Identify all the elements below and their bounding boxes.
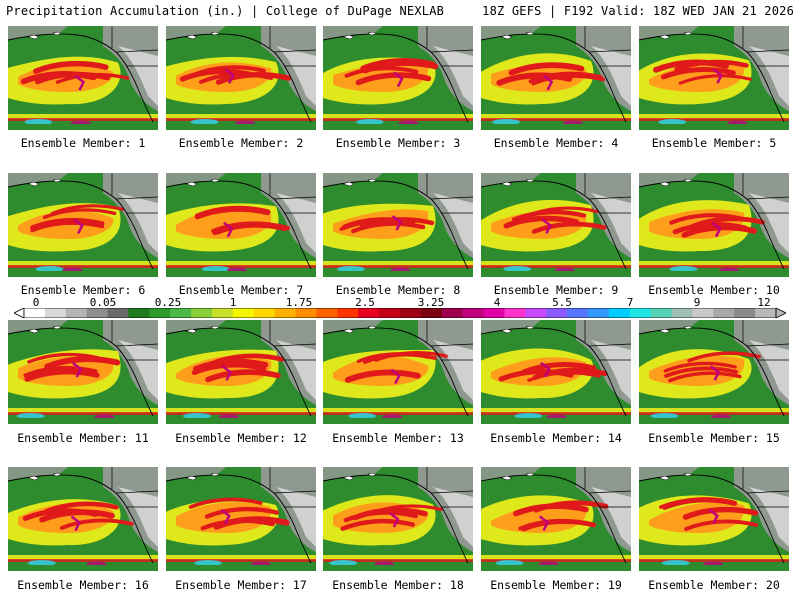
colorbar-swatch [671, 308, 693, 318]
ensemble-member-map [166, 26, 316, 130]
ensemble-member-label: Ensemble Member: 15 [648, 431, 780, 445]
ensemble-member-map [639, 173, 789, 277]
ensemble-member-label: Ensemble Member: 8 [335, 283, 461, 297]
colorbar-tick: 3.25 [417, 296, 445, 309]
colorbar-tick: 9 [693, 296, 701, 309]
ensemble-member-map [639, 26, 789, 130]
ensemble-member-map [481, 467, 631, 571]
ensemble-member-label: Ensemble Member: 6 [20, 283, 146, 297]
colorbar-swatch [149, 308, 171, 318]
colorbar-swatch [420, 308, 443, 318]
colorbar-swatch [170, 308, 192, 318]
ensemble-member-map [323, 173, 473, 277]
colorbar-tick: 7 [626, 296, 634, 309]
colorbar-tick: 0.25 [154, 296, 182, 309]
ensemble-member-label: Ensemble Member: 7 [178, 283, 304, 297]
colorbar-tick: 1.75 [285, 296, 313, 309]
colorbar-swatch [713, 308, 735, 318]
colorbar-swatch [629, 308, 652, 318]
colorbar-swatch [253, 308, 276, 318]
ensemble-member-map [323, 320, 473, 424]
chart-title: Precipitation Accumulation (in.) | Colle… [6, 4, 445, 18]
ensemble-member-map [639, 467, 789, 571]
colorbar-swatch [86, 308, 109, 318]
ensemble-member-label: Ensemble Member: 16 [17, 578, 149, 592]
colorbar-swatch [44, 308, 67, 318]
colorbar-swatch [379, 308, 401, 318]
ensemble-member-map [166, 320, 316, 424]
ensemble-member-label: Ensemble Member: 13 [332, 431, 464, 445]
colorbar-tick: 5.5 [552, 296, 572, 309]
ensemble-member-label: Ensemble Member: 12 [175, 431, 307, 445]
ensemble-member-map [166, 173, 316, 277]
colorbar-swatch [65, 308, 88, 318]
ensemble-member-label: Ensemble Member: 19 [490, 578, 622, 592]
colorbar-swatch [400, 308, 422, 318]
colorbar-tick: 4 [493, 296, 501, 309]
colorbar-swatch [441, 308, 464, 318]
ensemble-member-map [8, 320, 158, 424]
colorbar-tick: 2.5 [355, 296, 375, 309]
colorbar-swatch [358, 308, 380, 318]
ensemble-member-label: Ensemble Member: 3 [335, 136, 461, 150]
ensemble-member-map [323, 26, 473, 130]
ensemble-member-label: Ensemble Member: 4 [493, 136, 619, 150]
colorbar-swatch [107, 308, 129, 318]
ensemble-member-label: Ensemble Member: 10 [648, 283, 780, 297]
colorbar-swatch [462, 308, 485, 318]
colorbar-swatch [546, 308, 568, 318]
colorbar-swatch [608, 308, 631, 318]
ensemble-member-label: Ensemble Member: 2 [178, 136, 304, 150]
ensemble-member-map [481, 173, 631, 277]
colorbar-tick: 0 [32, 296, 40, 309]
colorbar-swatch [128, 308, 150, 318]
ensemble-member-map [8, 173, 158, 277]
colorbar-swatch [274, 308, 297, 318]
colorbar-swatch [567, 308, 589, 318]
colorbar-swatch [504, 308, 526, 318]
colorbar-tick: 1 [229, 296, 237, 309]
ensemble-member-label: Ensemble Member: 1 [20, 136, 146, 150]
ensemble-member-label: Ensemble Member: 5 [651, 136, 777, 150]
colorbar-swatch [692, 308, 714, 318]
colorbar-swatch [734, 308, 756, 318]
colorbar-swatch [650, 308, 673, 318]
ensemble-member-map [166, 467, 316, 571]
ensemble-member-map [8, 467, 158, 571]
colorbar [14, 308, 786, 318]
model-run-info: 18Z GEFS | F192 Valid: 18Z WED JAN 21 20… [482, 4, 794, 18]
colorbar-tick: 12 [757, 296, 771, 309]
colorbar-swatch [755, 308, 777, 318]
ensemble-member-map [639, 320, 789, 424]
colorbar-swatch [525, 308, 547, 318]
colorbar-swatch [483, 308, 505, 318]
colorbar-swatch [295, 308, 317, 318]
colorbar-swatch [191, 308, 213, 318]
ensemble-member-label: Ensemble Member: 11 [17, 431, 149, 445]
colorbar-tick: 0.05 [89, 296, 117, 309]
colorbar-swatch [588, 308, 610, 318]
ensemble-member-label: Ensemble Member: 14 [490, 431, 622, 445]
colorbar-swatch [24, 308, 46, 318]
colorbar-swatch [212, 308, 234, 318]
ensemble-member-map [323, 467, 473, 571]
ensemble-member-label: Ensemble Member: 18 [332, 578, 464, 592]
ensemble-member-label: Ensemble Member: 20 [648, 578, 780, 592]
ensemble-member-label: Ensemble Member: 17 [175, 578, 307, 592]
colorbar-swatch [232, 308, 255, 318]
colorbar-swatch [316, 308, 338, 318]
colorbar-swatch [337, 308, 359, 318]
ensemble-member-map [481, 320, 631, 424]
ensemble-member-label: Ensemble Member: 9 [493, 283, 619, 297]
ensemble-member-map [8, 26, 158, 130]
ensemble-member-map [481, 26, 631, 130]
